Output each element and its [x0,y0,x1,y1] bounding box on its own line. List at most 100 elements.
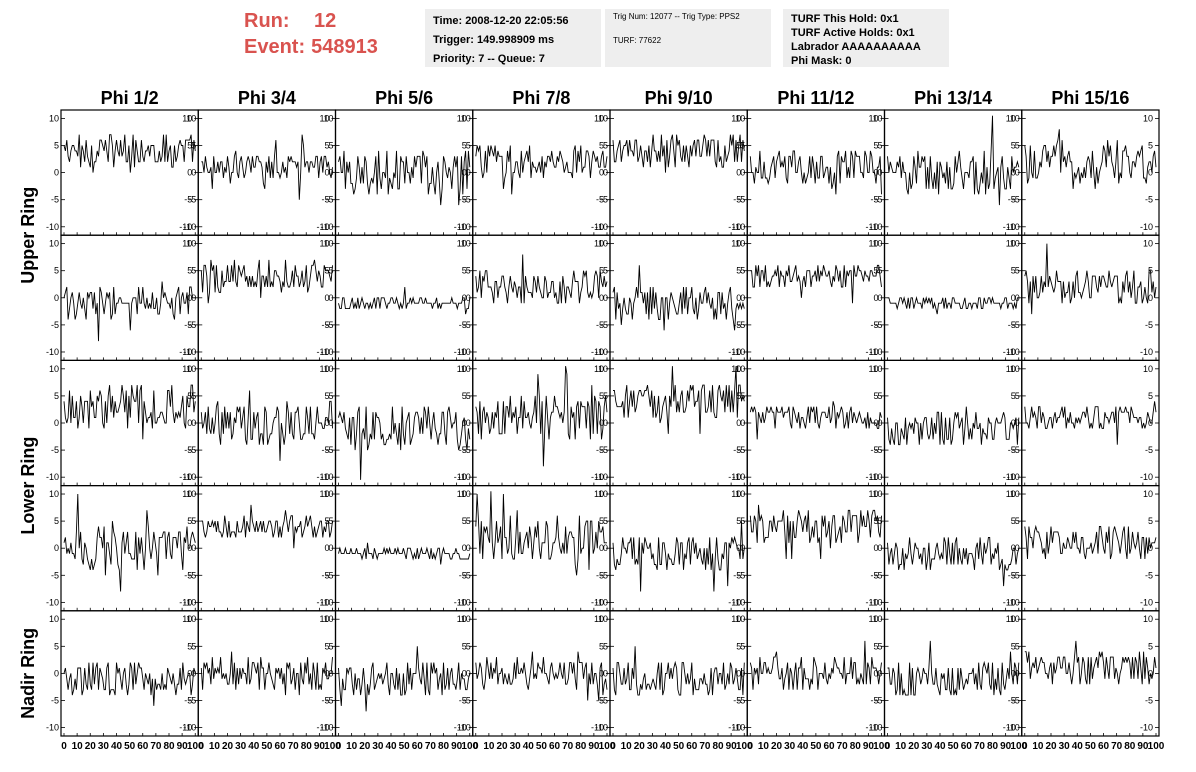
y-tick-label-right: 10 [457,489,467,499]
y-tick-label: -5 [874,695,882,705]
y-tick-label-right: 5 [1011,266,1016,276]
waveform-trace [200,259,333,304]
x-tick-label: 20 [359,741,371,752]
y-tick-label: 0 [328,418,333,428]
y-tick-label: 5 [603,641,608,651]
y-tick-label-right: -10 [1140,222,1153,232]
y-tick-label: 0 [740,418,745,428]
x-tick-label: 50 [536,741,548,752]
time-info-box: Time: 2008-12-20 22:05:56 Trigger: 149.9… [425,9,601,67]
x-tick-label: 30 [921,741,933,752]
y-tick-label: 0 [328,668,333,678]
y-tick-label-right: -5 [596,320,604,330]
x-tick-label: 100 [1148,741,1165,752]
x-tick-label: 10 [346,741,358,752]
x-tick-label: 30 [372,741,384,752]
waveform-trace [1024,640,1157,685]
y-tick-label: -5 [600,570,608,580]
x-tick-label: 40 [385,741,397,752]
x-tick-label: 70 [1111,741,1123,752]
x-tick-label: 0 [747,741,753,752]
y-tick-label-right: 0 [1011,293,1016,303]
y-tick-label-right: 0 [599,668,604,678]
y-tick-label-right: 10 [731,614,741,624]
y-tick-label-right: -5 [1145,570,1153,580]
y-tick-label-right: 5 [1011,641,1016,651]
waveform-trace [612,646,745,696]
y-tick-label: 10 [461,364,471,374]
x-tick-label: 70 [837,741,849,752]
y-tick-label: 5 [1015,141,1020,151]
y-tick-label: 10 [49,239,59,249]
y-tick-label-right: 10 [868,614,878,624]
x-tick-label: 0 [336,741,342,752]
y-tick-label: 5 [191,516,196,526]
y-tick-label: -5 [737,320,745,330]
y-tick-label-right: -10 [316,472,329,482]
y-tick-label-right: -10 [865,597,878,607]
y-tick-label-right: 10 [182,113,192,123]
y-tick-label: -5 [1012,570,1020,580]
y-tick-label-right: 10 [319,239,329,249]
x-tick-label: 10 [1032,741,1044,752]
x-tick-label: 50 [1085,741,1097,752]
y-tick-label-right: 0 [736,168,741,178]
y-tick-label-right: -10 [1140,597,1153,607]
plot-frame [472,109,611,236]
y-tick-label-right: -5 [1008,695,1016,705]
y-tick-label-right: -10 [591,222,604,232]
y-tick-label-right: -5 [321,695,329,705]
y-tick-label-right: 5 [599,141,604,151]
y-tick-label-right: 10 [1006,489,1016,499]
waveform-trace [338,646,471,712]
y-tick-label-right: -10 [728,597,741,607]
y-tick-label-right: -10 [179,723,192,733]
y-tick-label: -10 [1007,597,1020,607]
y-tick-label-right: -10 [179,597,192,607]
y-tick-label: 0 [877,543,882,553]
y-tick-label-right: -10 [1003,597,1016,607]
x-tick-label: 20 [85,741,97,752]
waveform-trace [63,134,196,173]
waveform-trace [200,651,333,696]
x-tick-label: 80 [438,741,450,752]
y-tick-label: 5 [54,641,59,651]
waveform-trace [749,640,882,690]
x-tick-label: 50 [399,741,411,752]
y-tick-label: 5 [1015,516,1020,526]
y-tick-label: -10 [46,347,59,357]
x-tick-label: 60 [961,741,973,752]
y-tick-label: 10 [735,614,745,624]
y-tick-label: 10 [1010,239,1020,249]
waveform-trace [475,491,607,576]
y-tick-label-right: 0 [324,543,329,553]
y-tick-label: 0 [54,418,59,428]
y-tick-label-right: -10 [316,347,329,357]
y-tick-label-right: -5 [1145,695,1153,705]
run-row: Run: 12 [244,8,378,34]
y-tick-label-right: 5 [1148,516,1153,526]
y-tick-label: 0 [191,418,196,428]
waveform-trace [887,296,1019,315]
y-tick-label: 0 [466,543,471,553]
waveform-trace [63,384,196,440]
waveform-trace [475,366,608,467]
y-tick-label: 5 [877,266,882,276]
y-tick-label-right: 10 [457,239,467,249]
plot-frame [609,359,748,487]
plot-frame [60,109,199,236]
y-tick-label-right: -5 [184,195,192,205]
y-tick-label: -10 [869,597,882,607]
y-tick-label: -10 [595,222,608,232]
event-row: Event: 548913 [244,34,378,60]
y-tick-label: 0 [603,418,608,428]
y-tick-label-right: 5 [324,141,329,151]
y-tick-label-right: -5 [459,320,467,330]
y-tick-label: -5 [51,695,59,705]
y-tick-label: 10 [323,364,333,374]
y-tick-label-right: -10 [316,723,329,733]
x-tick-label: 50 [810,741,822,752]
y-tick-label-right: -10 [865,222,878,232]
y-tick-label-right: 0 [187,293,192,303]
y-tick-label: 5 [1015,641,1020,651]
